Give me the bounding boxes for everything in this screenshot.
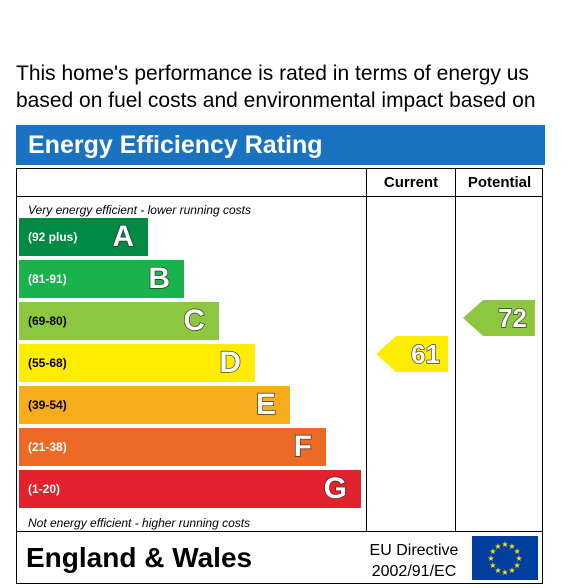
eu-star-icon: ★ xyxy=(494,542,501,551)
band-a: (92 plus) A xyxy=(19,218,148,256)
band-range-label: (92 plus) xyxy=(28,230,78,244)
band-range-label: (21-38) xyxy=(28,440,67,454)
rating-table xyxy=(16,168,543,584)
eu-star-icon: ★ xyxy=(508,542,515,551)
band-g: (1-20) G xyxy=(19,470,361,508)
band-e: (39-54) E xyxy=(19,386,290,424)
eu-star-icon: ★ xyxy=(514,547,521,556)
eu-star-icon: ★ xyxy=(494,566,501,575)
footer-divider xyxy=(16,531,543,532)
eu-flag-stars: ★★★★★★★★★ ★ ★★ xyxy=(487,540,522,577)
caption-bottom: Not energy efficient - higher running co… xyxy=(28,516,251,530)
band-letter: G xyxy=(323,471,348,505)
directive-line-1: EU Directive xyxy=(369,542,459,559)
eu-star-icon: ★ xyxy=(508,566,515,575)
band-letter: F xyxy=(293,429,313,463)
eu-star-icon: ★ xyxy=(489,561,496,570)
eu-star-icon: ★ xyxy=(501,540,508,549)
directive-line-2: 2002/91/EC xyxy=(371,563,457,580)
band-range-label: (39-54) xyxy=(28,398,67,412)
column-current: Current xyxy=(383,174,439,191)
eu-star-icon: ★ xyxy=(487,554,494,563)
band-range-label: (1-20) xyxy=(28,482,61,496)
band-b: (81-91) B xyxy=(19,260,184,298)
caption-top: Very energy efficient - lower running co… xyxy=(28,203,251,217)
intro-line-2: based on fuel costs and environmental im… xyxy=(16,89,536,112)
eu-directive: EU Directive 2002/91/EC xyxy=(358,540,470,582)
band-letter: C xyxy=(183,303,206,337)
eu-star-icon: ★ xyxy=(514,561,521,570)
band-letter: D xyxy=(219,345,242,379)
intro-text: This home's performance is rated in term… xyxy=(16,60,568,114)
header-divider xyxy=(16,196,543,197)
current-rating-arrow-value: 61 xyxy=(410,338,440,369)
chart-title: Energy Efficiency Rating xyxy=(16,125,545,165)
band-range-label: (69-80) xyxy=(28,314,67,328)
band-f: (21-38) F xyxy=(19,428,326,466)
intro-line-1: This home's performance is rated in term… xyxy=(16,62,529,85)
eu-star-icon: ★ xyxy=(501,568,508,577)
eu-star-icon: ★ xyxy=(489,547,496,556)
band-range-label: (55-68) xyxy=(28,356,67,370)
band-letter: E xyxy=(255,387,276,421)
country-label: England & Wales xyxy=(26,542,253,573)
eu-flag-icon: ★ ★ ★ ★ ★ ★ ★ ★ ★ ★ ★ ★ xyxy=(472,536,538,580)
eu-star-icon: ★ xyxy=(515,554,522,563)
potential-rating-arrow-value: 72 xyxy=(497,302,527,333)
divider-potential xyxy=(455,168,456,531)
band-range-label: (81-91) xyxy=(28,272,67,286)
band-d: (55-68) D xyxy=(19,344,255,382)
band-letter: B xyxy=(148,261,171,295)
band-c: (69-80) C xyxy=(19,302,219,340)
column-potential: Potential xyxy=(467,174,532,191)
band-letter: A xyxy=(112,219,135,253)
divider-current xyxy=(366,168,367,531)
